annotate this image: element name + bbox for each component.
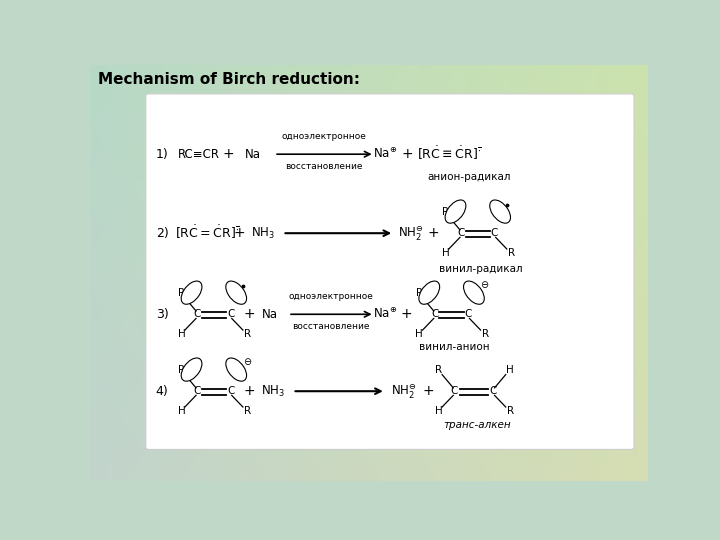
Text: 4): 4) [156,384,168,397]
Text: R: R [435,366,442,375]
Text: одноэлектронное: одноэлектронное [282,132,366,141]
Text: NH$_2^{\ominus}$: NH$_2^{\ominus}$ [391,382,416,400]
Text: винил-анион: винил-анион [419,342,490,352]
Text: R: R [507,406,514,416]
Text: Na: Na [245,148,261,161]
Ellipse shape [419,281,440,304]
Ellipse shape [226,358,246,381]
Text: +: + [428,226,439,240]
Text: +: + [243,307,255,321]
Text: C: C [464,309,472,319]
Text: $\ominus$: $\ominus$ [243,356,252,367]
Text: одноэлектронное: одноэлектронное [289,292,374,301]
Text: C: C [227,386,234,396]
Text: C: C [491,228,498,238]
Text: R: R [482,329,489,339]
Text: +: + [243,384,255,398]
Text: +: + [234,226,246,240]
Text: H: H [415,329,423,339]
Text: C: C [490,386,497,396]
Text: восстановление: восстановление [286,162,363,171]
Text: +: + [222,147,234,161]
Text: анион-радикал: анион-радикал [428,172,511,182]
Ellipse shape [464,281,485,304]
Text: R: R [244,406,251,416]
Text: $[\mathrm{R\dot{C}{\equiv}\dot{C}R}]^{\overline{\cdot}}$: $[\mathrm{R\dot{C}{\equiv}\dot{C}R}]^{\o… [418,145,482,162]
Text: Na$^{\oplus}$: Na$^{\oplus}$ [372,146,397,160]
Text: Na$^{\oplus}$: Na$^{\oplus}$ [372,306,397,321]
FancyBboxPatch shape [145,94,634,449]
Text: H: H [178,329,185,339]
Text: +: + [401,147,413,161]
Text: 2): 2) [156,227,168,240]
Text: +: + [423,384,434,398]
Text: C: C [227,309,234,319]
Text: NH$_3$: NH$_3$ [251,226,275,241]
Text: H: H [506,366,514,375]
Text: R: R [178,366,185,375]
Text: R: R [178,288,185,299]
Ellipse shape [226,281,246,304]
Text: $[\mathrm{R\dot{C}{=}\dot{C}R}]^{\overline{\cdot}}$: $[\mathrm{R\dot{C}{=}\dot{C}R}]^{\overli… [175,224,240,241]
Ellipse shape [181,358,202,381]
Text: Na: Na [261,308,278,321]
Text: $\ominus$: $\ominus$ [480,279,490,290]
Text: C: C [451,386,458,396]
Text: R: R [244,329,251,339]
Text: C: C [431,309,438,319]
Text: восстановление: восстановление [292,322,370,331]
Text: R: R [442,207,449,218]
Ellipse shape [490,200,510,223]
Text: H: H [435,406,443,416]
Text: C: C [457,228,464,238]
Text: R: R [508,248,515,258]
Text: винил-радикал: винил-радикал [438,264,523,274]
Text: 1): 1) [156,148,168,161]
Text: H: H [441,248,449,258]
Text: NH$_3$: NH$_3$ [261,383,285,399]
Text: C: C [194,309,201,319]
Text: NH$_2^{\ominus}$: NH$_2^{\ominus}$ [398,224,423,242]
Text: H: H [178,406,185,416]
Text: C: C [194,386,201,396]
Text: R: R [415,288,423,299]
Text: +: + [400,307,412,321]
Text: 3): 3) [156,308,168,321]
Ellipse shape [181,281,202,304]
Ellipse shape [445,200,466,223]
Text: транс-алкен: транс-алкен [443,420,510,430]
Text: Mechanism of Birch reduction:: Mechanism of Birch reduction: [99,71,361,86]
Text: RC≡CR: RC≡CR [178,148,220,161]
